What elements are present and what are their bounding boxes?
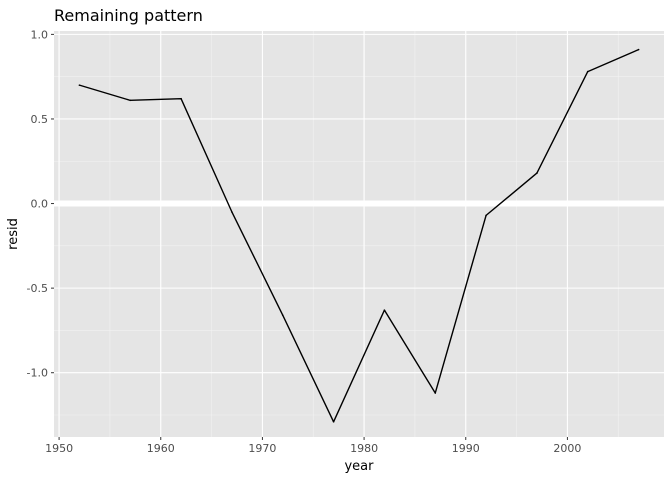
data-point [383,309,386,311]
y-axis-title: resid [6,218,21,250]
chart-title: Remaining pattern [54,6,203,25]
x-tick-label: 1990 [452,442,480,455]
grid-major [54,31,664,437]
series-layer [78,48,640,423]
x-axis: 1950 1960 1970 1980 1990 2000 [45,437,581,455]
series-line [79,48,639,423]
data-point [332,420,335,423]
x-tick-label: 1960 [147,442,175,455]
data-point [586,70,589,73]
grid-minor [54,31,664,437]
y-tick-label: 0.0 [31,198,49,211]
x-tick-label: 1970 [248,442,276,455]
x-tick-label: 2000 [553,442,581,455]
plot-panel [54,31,664,437]
y-axis: 1.0 0.5 0.0 -0.5 -1.0 [27,28,54,380]
y-tick-label: -1.0 [27,367,48,380]
data-point [637,48,640,51]
data-point [485,214,487,217]
data-point [78,84,81,86]
x-tick-label: 1950 [45,442,73,455]
x-tick-label: 1980 [350,442,378,455]
data-point [231,211,233,213]
x-axis-title: year [344,459,374,474]
data-point [536,172,538,174]
data-point [434,392,437,394]
data-point [180,97,182,100]
y-tick-label: 1.0 [31,28,49,41]
data-point [129,99,132,102]
y-tick-label: 0.5 [31,113,49,126]
data-point [281,314,284,317]
y-tick-label: -0.5 [27,282,48,295]
